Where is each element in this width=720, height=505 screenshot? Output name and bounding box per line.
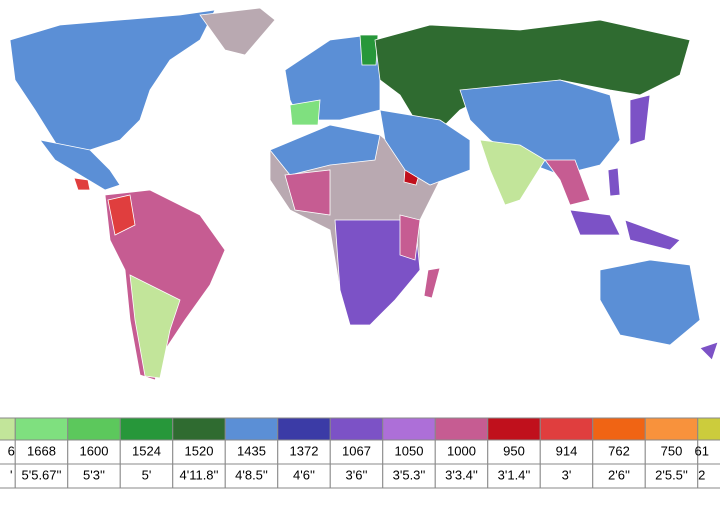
world-map (9, 7, 719, 381)
gauge-swatch (592, 417, 646, 441)
metric-cell (539, 439, 594, 465)
metric-cell (329, 439, 384, 465)
imperial-cell (644, 463, 699, 489)
indonesia (569, 209, 621, 236)
imperial-cell (697, 463, 720, 489)
argentina (129, 274, 181, 379)
gauge-mm: 762 (608, 443, 630, 458)
gauge-swatch (67, 417, 121, 441)
gauge-ft-in: 3'5.3'' (393, 467, 426, 482)
greenland (199, 7, 276, 56)
gauge-ft-in: 5' (142, 467, 152, 482)
imperial-cell (277, 463, 331, 489)
north-america (9, 9, 216, 171)
madagascar (423, 267, 441, 299)
russia (374, 19, 691, 131)
colombia (107, 194, 136, 236)
gauge-swatch (0, 417, 16, 441)
gauge-mm: 914 (556, 443, 578, 458)
gauge-mm: 1600 (80, 443, 109, 458)
gauge-swatch (119, 417, 174, 441)
imperial-cell (224, 463, 279, 489)
gauge-swatch (644, 417, 699, 441)
imperial-cell (14, 463, 69, 489)
gauge-mm: 950 (503, 443, 525, 458)
metric-cell (277, 439, 331, 465)
metric-cell (434, 439, 489, 465)
gauge-ft-in: ' (10, 467, 12, 482)
gauge-swatch (277, 417, 331, 441)
central-america (39, 139, 121, 191)
gauge-ft-in: 3'3.4'' (445, 467, 478, 482)
gauge-swatch (14, 417, 69, 441)
imperial-cell (0, 463, 16, 489)
gauge-mm: 61 (695, 443, 709, 458)
imperial-cell (119, 463, 174, 489)
gauge-mm: 6 (8, 443, 15, 458)
gauge-swatch (382, 417, 436, 441)
new-zealand (699, 341, 719, 361)
west-africa (284, 169, 331, 216)
imperial-cell (592, 463, 646, 489)
gauge-ft-in: 4'8.5'' (235, 467, 268, 482)
gauge-swatch (487, 417, 541, 441)
gauge-swatch (697, 417, 720, 441)
metric-cell (697, 439, 720, 465)
finland (359, 34, 379, 66)
guatemala (73, 177, 91, 191)
gauge-mm: 1050 (395, 443, 424, 458)
gauge-swatch (329, 417, 384, 441)
gauge-mm: 1520 (185, 443, 214, 458)
gauge-ft-in: 5'3'' (83, 467, 105, 482)
gauge-ft-in: 3' (562, 467, 572, 482)
gauge-mm: 1372 (290, 443, 319, 458)
metric-cell (487, 439, 541, 465)
middle-east (379, 109, 471, 186)
gauge-ft-in: 3'1.4'' (498, 467, 531, 482)
india (479, 139, 546, 206)
gauge-mm: 1524 (132, 443, 161, 458)
gauge-swatch (539, 417, 594, 441)
gauge-swatch (224, 417, 279, 441)
philippines (607, 167, 621, 197)
gauge-mm: 1668 (27, 443, 56, 458)
gauge-ft-in: 2 (698, 467, 705, 482)
new-guinea (624, 219, 681, 251)
southeast-asia (544, 159, 591, 206)
japan (629, 94, 651, 146)
metric-cell (172, 439, 226, 465)
gauge-mm: 1435 (237, 443, 266, 458)
gauge-mm: 1067 (342, 443, 371, 458)
imperial-cell (434, 463, 489, 489)
gauge-ft-in: 4'6'' (293, 467, 315, 482)
gauge-mm: 1000 (447, 443, 476, 458)
east-africa (399, 214, 421, 261)
gauge-swatch (434, 417, 489, 441)
gauge-ft-in: 5'5.67'' (22, 467, 62, 482)
gauge-ft-in: 2'6'' (608, 467, 630, 482)
gauge-legend: 6 ' 1668 5'5.67'' 1600 5'3'' 1524 5' 1520 4'11.8'… (0, 417, 720, 489)
gauge-mm: 750 (661, 443, 683, 458)
australia (599, 259, 701, 346)
gauge-swatch (172, 417, 226, 441)
gauge-ft-in: 4'11.8'' (179, 467, 218, 482)
gauge-ft-in: 3'6'' (346, 467, 368, 482)
gauge-ft-in: 2'5.5'' (655, 467, 688, 482)
china (459, 79, 621, 176)
metric-cell (224, 439, 279, 465)
iberia (289, 99, 321, 126)
imperial-cell (67, 463, 121, 489)
